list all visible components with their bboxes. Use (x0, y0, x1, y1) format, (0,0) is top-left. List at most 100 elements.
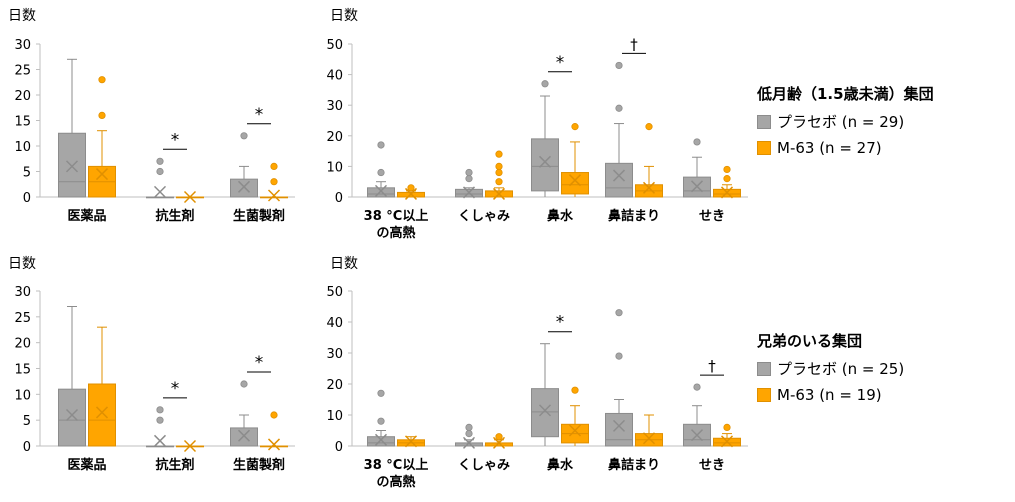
mean-marker (568, 424, 582, 437)
box-placebo (367, 141, 395, 198)
mean-marker (237, 429, 251, 442)
category-label: 医薬品 (67, 457, 106, 473)
y-tick-label: 0 (335, 191, 343, 206)
outlier-point (693, 383, 701, 391)
box-m63 (176, 190, 204, 204)
outlier-point (723, 423, 731, 431)
y-tick-label: 50 (326, 285, 343, 300)
y-tick-label: 0 (23, 191, 31, 206)
box-m63 (635, 123, 663, 198)
legend-title: 低月齢（1.5歳未満）集団 (757, 85, 934, 103)
legend-item-m63: M-63 (n = 19) (757, 386, 904, 404)
outlier-point (377, 417, 385, 425)
y-tick-label: 20 (14, 89, 31, 104)
box-placebo (455, 168, 483, 199)
y-tick-label: 10 (14, 388, 31, 403)
category-label-line: 抗生剤 (155, 457, 194, 473)
outlier-point (407, 184, 415, 192)
mean-marker (153, 185, 167, 198)
outlier-point (723, 175, 731, 183)
legend-sibling-group: 兄弟のいる集団 プラセボ (n = 25) M-63 (n = 19) (757, 330, 904, 404)
significance-mark: * (171, 130, 180, 150)
legend-item-m63: M-63 (n = 27) (757, 139, 934, 157)
y-tick-label: 10 (326, 409, 343, 424)
mean-marker (404, 187, 418, 200)
outlier-point (240, 380, 248, 388)
outlier-point (377, 168, 385, 177)
box-m63 (397, 184, 425, 200)
box-m63 (397, 435, 425, 448)
significance-mark: † (630, 35, 638, 53)
box-m63 (88, 326, 116, 447)
significance-mark: * (255, 353, 264, 373)
outlier-point (571, 123, 579, 131)
y-tick-label: 20 (14, 337, 31, 352)
outlier-point (270, 162, 278, 170)
category-label-line: 生菌製剤 (233, 208, 285, 224)
category-label: くしゃみ (458, 209, 510, 224)
chart-panel-top-right: 日数 0 10 20 30 40 50 38 °C以上の高熱 くしゃみ 鼻水 鼻詰まり せき * † (326, 8, 748, 241)
y-axis-label: 日数 (8, 8, 36, 24)
category-label: 鼻水 (547, 457, 574, 473)
significance-mark: * (255, 105, 264, 125)
box-m63 (176, 439, 204, 453)
mean-marker (568, 174, 582, 187)
legend-item-placebo: プラセボ (n = 25) (757, 358, 904, 379)
y-tick-label: 30 (326, 99, 343, 114)
outlier-point (98, 76, 106, 84)
y-tick-label: 0 (23, 440, 31, 455)
outlier-point (495, 433, 503, 441)
legend-low-age-group: 低月齢（1.5歳未満）集団 プラセボ (n = 29) M-63 (n = 27… (757, 83, 934, 157)
outlier-point (615, 352, 623, 360)
legend-label: M-63 (n = 19) (777, 386, 882, 404)
category-label-line: 38 °C以上 (364, 209, 429, 224)
outlier-point (156, 416, 164, 424)
category-label: せき (699, 458, 725, 473)
outlier-point (465, 175, 473, 183)
box-placebo (58, 58, 86, 198)
mean-marker (267, 189, 281, 202)
box-placebo (605, 61, 633, 198)
box-body (367, 436, 395, 447)
y-tick-label: 25 (14, 64, 31, 79)
box-placebo (230, 132, 258, 198)
outlier-point (571, 386, 579, 394)
category-label-line: 鼻水 (547, 457, 574, 473)
mean-marker (612, 169, 626, 182)
mean-marker (538, 155, 552, 168)
legend-label: プラセボ (n = 29) (777, 113, 905, 131)
category-label: 生菌製剤 (233, 457, 285, 473)
mean-marker (690, 180, 704, 193)
mean-marker (404, 435, 418, 448)
box-body (531, 138, 559, 192)
category-label-line: せき (699, 209, 725, 224)
legend-swatch-m63 (757, 388, 771, 402)
box-body (230, 427, 258, 447)
outlier-point (693, 138, 701, 146)
mean-marker (153, 434, 167, 447)
outlier-point (615, 104, 623, 112)
category-label: 抗生剤 (155, 457, 194, 473)
legend-swatch-placebo (757, 114, 771, 129)
outlier-point (465, 168, 473, 177)
category-label: くしゃみ (458, 458, 510, 473)
box-placebo (683, 383, 711, 447)
y-tick-label: 20 (326, 130, 343, 145)
category-label-line: くしゃみ (458, 209, 510, 224)
y-tick-label: 20 (326, 378, 343, 393)
outlier-point (156, 157, 164, 165)
category-label: 38 °C以上の高熱 (364, 209, 429, 241)
mean-marker (374, 184, 388, 197)
mean-marker (720, 435, 734, 448)
category-label-line: 医薬品 (67, 457, 106, 473)
y-axis-label: 日数 (330, 256, 358, 272)
mean-marker (95, 168, 109, 181)
box-placebo (367, 389, 395, 447)
box-m63 (260, 411, 288, 451)
y-axis-label: 日数 (8, 256, 36, 272)
category-label-line: 鼻詰まり (608, 457, 660, 473)
mean-marker (267, 438, 281, 451)
chart-panel-bottom-left: 日数 0 5 10 15 20 25 30 医薬品 抗生剤 生菌製剤 * * (8, 256, 295, 473)
mean-marker (538, 404, 552, 417)
